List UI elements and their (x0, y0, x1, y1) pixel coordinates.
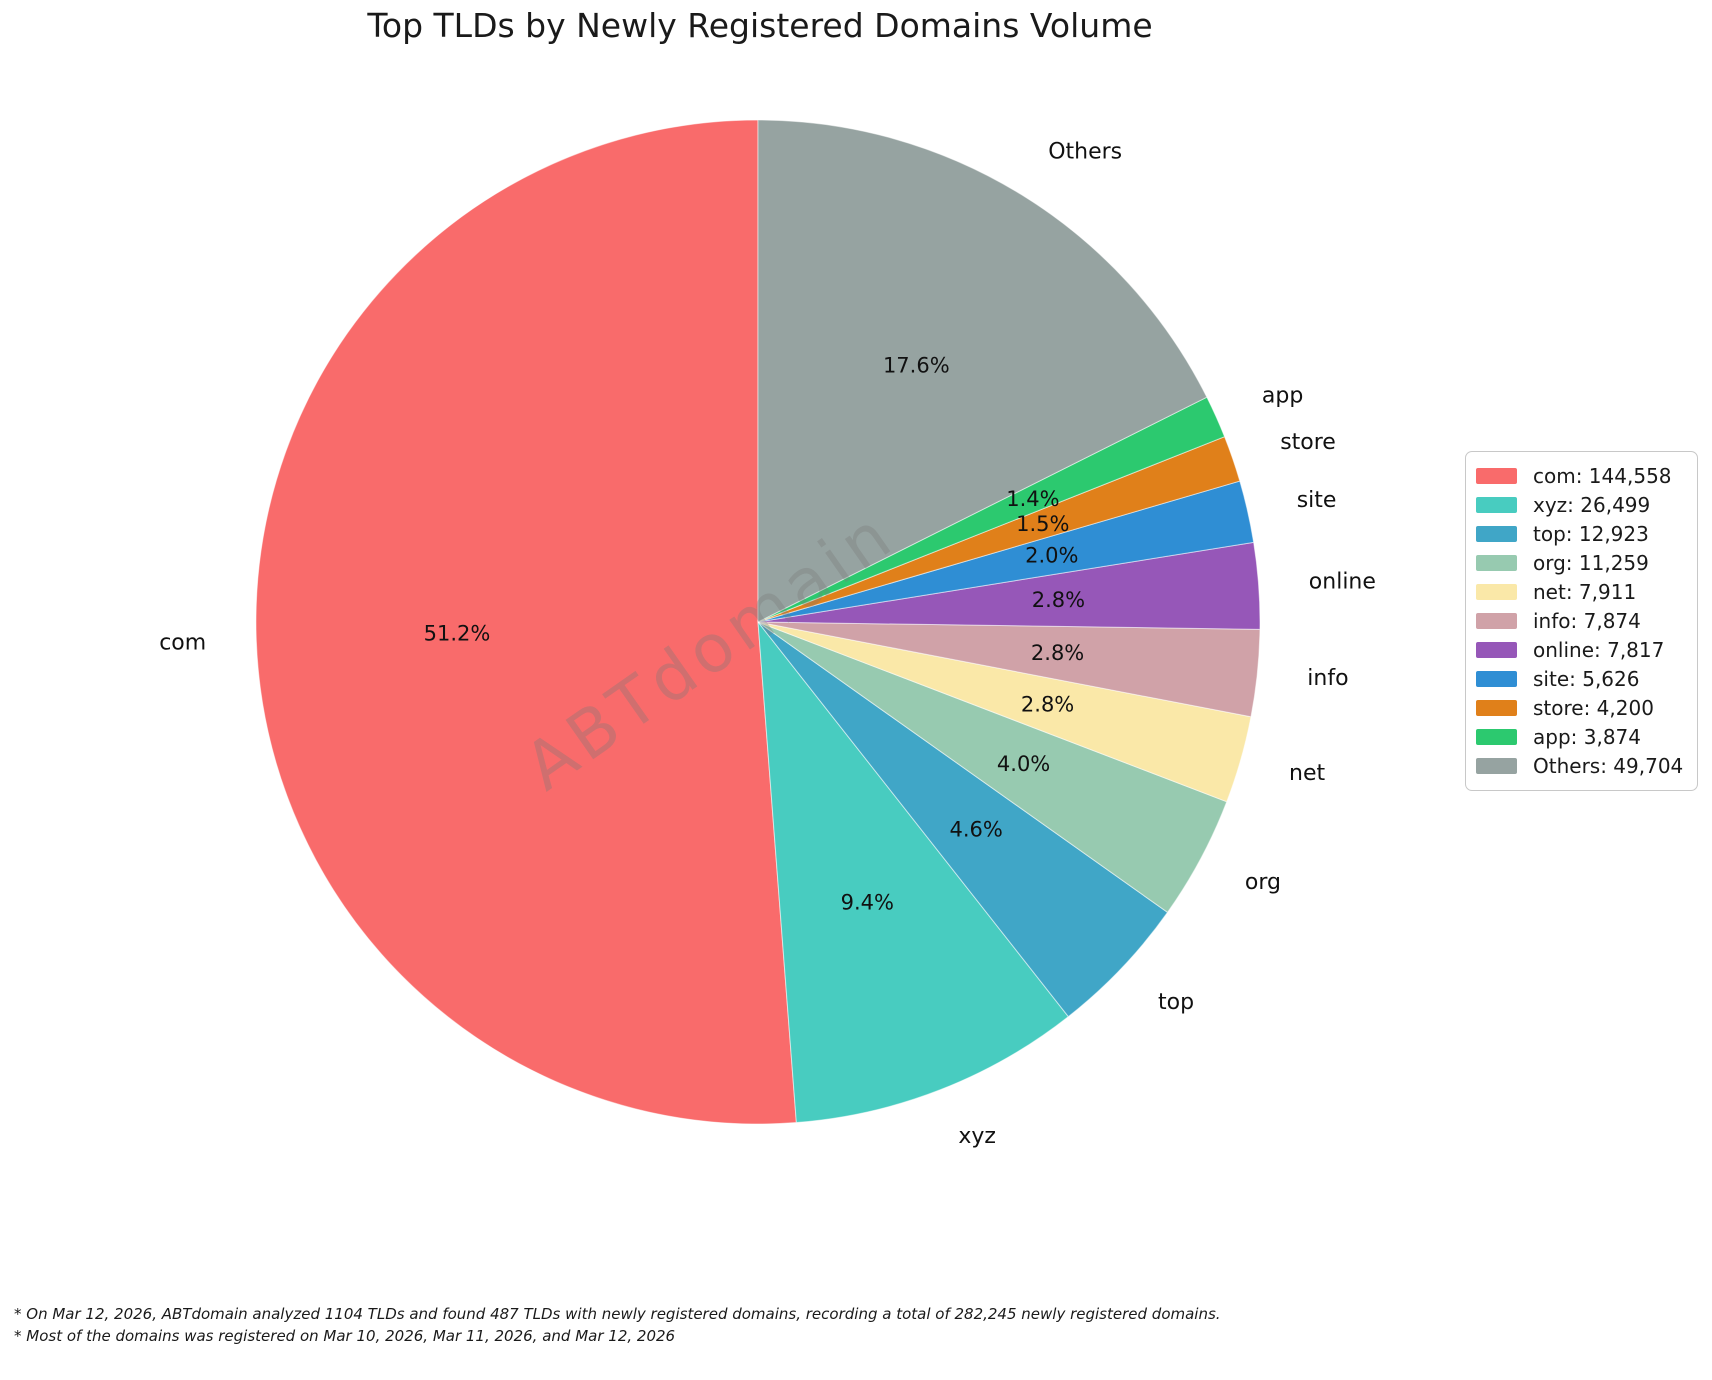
legend-item-online: online: 7,817 (1476, 636, 1687, 664)
legend-label-app: app: 3,874 (1533, 725, 1641, 749)
slice-label-org: org (1245, 870, 1281, 895)
footnote-line-2: * Most of the domains was registered on … (14, 1327, 676, 1345)
footnote-line-1: * On Mar 12, 2026, ABTdomain analyzed 11… (14, 1305, 1221, 1323)
pct-label-online: 2.8% (1032, 588, 1085, 612)
legend-label-net: net: 7,911 (1533, 580, 1637, 604)
pct-label-app: 1.4% (1006, 487, 1059, 511)
pct-label-xyz: 9.4% (841, 891, 894, 915)
legend-item-info: info: 7,874 (1476, 607, 1687, 635)
pct-label-Others: 17.6% (883, 354, 950, 378)
pie-slice-xyz (757, 620, 1070, 1124)
legend-label-Others: Others: 49,704 (1533, 754, 1684, 778)
pct-label-net: 2.8% (1021, 693, 1074, 717)
legend-swatch-site (1476, 671, 1517, 687)
legend-item-store: store: 4,200 (1476, 694, 1687, 722)
pie-slice-Others (757, 119, 1208, 623)
pie-slice-com (255, 119, 797, 1125)
chart-title: Top TLDs by Newly Registered Domains Vol… (367, 6, 1153, 45)
slice-label-com: com (159, 631, 206, 656)
legend-swatch-store (1476, 700, 1517, 716)
slice-label-app: app (1262, 384, 1303, 409)
slice-label-site: site (1297, 488, 1337, 513)
legend-swatch-org (1476, 555, 1517, 571)
pct-label-org: 4.0% (997, 752, 1050, 776)
legend-swatch-Others (1476, 758, 1517, 774)
pct-label-store: 1.5% (1016, 512, 1069, 536)
pct-label-top: 4.6% (950, 818, 1003, 842)
legend-swatch-online (1476, 642, 1517, 658)
legend-label-top: top: 12,923 (1533, 522, 1649, 546)
legend-swatch-xyz (1476, 497, 1517, 513)
slice-label-net: net (1289, 761, 1325, 786)
legend-label-com: com: 144,558 (1533, 464, 1672, 488)
slice-label-info: info (1307, 666, 1348, 691)
legend-item-org: org: 11,259 (1476, 549, 1687, 577)
slice-label-online: online (1309, 570, 1376, 595)
legend-item-com: com: 144,558 (1476, 462, 1687, 490)
legend-label-online: online: 7,817 (1533, 638, 1665, 662)
legend-label-info: info: 7,874 (1533, 609, 1641, 633)
legend: com: 144,558 xyz: 26,499 top: 12,923 org: 1… (1465, 451, 1698, 791)
slice-label-top: top (1158, 990, 1194, 1015)
legend-item-app: app: 3,874 (1476, 723, 1687, 751)
pct-label-site: 2.0% (1025, 544, 1078, 568)
legend-swatch-info (1476, 613, 1517, 629)
pct-label-info: 2.8% (1031, 641, 1084, 665)
slice-label-Others: Others (1048, 140, 1122, 165)
legend-label-store: store: 4,200 (1533, 696, 1654, 720)
legend-item-site: site: 5,626 (1476, 665, 1687, 693)
legend-label-org: org: 11,259 (1533, 551, 1649, 575)
legend-swatch-top (1476, 526, 1517, 542)
legend-label-site: site: 5,626 (1533, 667, 1640, 691)
footnotes: * On Mar 12, 2026, ABTdomain analyzed 11… (14, 1303, 1221, 1347)
legend-item-Others: Others: 49,704 (1476, 752, 1687, 780)
legend-swatch-app (1476, 729, 1517, 745)
legend-label-xyz: xyz: 26,499 (1533, 493, 1651, 517)
slice-label-store: store (1280, 430, 1336, 455)
legend-swatch-com (1476, 468, 1517, 484)
legend-swatch-net (1476, 584, 1517, 600)
legend-item-xyz: xyz: 26,499 (1476, 491, 1687, 519)
slice-label-xyz: xyz (958, 1124, 996, 1149)
legend-item-net: net: 7,911 (1476, 578, 1687, 606)
pct-label-com: 51.2% (424, 622, 491, 646)
legend-item-top: top: 12,923 (1476, 520, 1687, 548)
